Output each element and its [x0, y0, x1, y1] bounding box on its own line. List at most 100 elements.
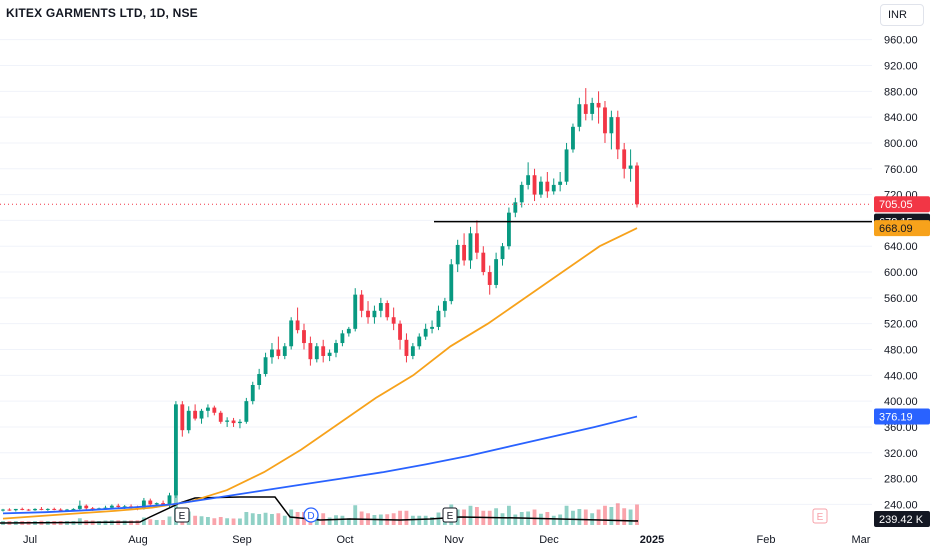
x-tick-label: Feb	[757, 534, 776, 546]
candle-body	[513, 202, 518, 213]
volume-bar	[77, 518, 82, 525]
candle-body	[410, 346, 415, 356]
y-tick-label: 640.00	[884, 241, 918, 253]
event-marker-label: E	[447, 511, 454, 522]
volume-bar	[161, 520, 166, 525]
candle-body	[212, 407, 217, 413]
candle-body	[449, 264, 454, 302]
volume-bar	[506, 505, 511, 525]
candle-body	[154, 503, 159, 505]
volume-bar	[513, 514, 518, 525]
candle-body	[45, 508, 50, 510]
candle-body	[65, 509, 69, 511]
volume-bar	[430, 517, 434, 525]
candle-body	[263, 357, 268, 375]
volume-bar	[346, 518, 351, 525]
candle-body	[71, 508, 76, 510]
y-tick-label: 240.00	[884, 499, 918, 511]
y-tick-label: 800.00	[884, 138, 918, 150]
candle-body	[250, 385, 255, 402]
price-label: 376.19	[879, 412, 913, 424]
price-label: 705.05	[879, 199, 913, 211]
y-tick-label: 920.00	[884, 61, 918, 73]
candle-body	[487, 272, 492, 285]
volume-bar	[628, 509, 633, 525]
y-tick-label: 840.00	[884, 112, 918, 124]
candle-body	[622, 149, 627, 169]
volume-bar	[238, 518, 242, 525]
candle-body	[186, 410, 191, 431]
candle-body	[583, 104, 588, 114]
candle-body	[314, 346, 319, 360]
price-label-bg	[874, 408, 930, 425]
candle-body	[590, 102, 595, 114]
price-label: 239.42 K	[879, 514, 924, 526]
candle-body	[532, 175, 537, 195]
candle-body	[7, 509, 12, 511]
volume-bar	[474, 507, 479, 525]
x-tick-label: Sep	[232, 534, 252, 546]
candle-body	[481, 252, 486, 273]
volume-bar	[551, 515, 556, 525]
candle-body	[462, 244, 467, 261]
volume-bar	[532, 509, 537, 525]
volume-bar	[577, 509, 582, 525]
candle-body	[13, 508, 18, 511]
candle-body	[558, 181, 563, 185]
candle-body	[340, 333, 345, 344]
y-tick-label: 480.00	[884, 345, 918, 357]
candle-body	[436, 310, 441, 327]
candle-body	[116, 505, 121, 507]
x-tick-label: Oct	[336, 534, 353, 546]
candle-body	[577, 104, 582, 127]
volume-bar	[494, 508, 499, 525]
candle-body	[391, 317, 396, 324]
volume-bar	[635, 504, 639, 525]
candle-body	[539, 181, 543, 195]
volume-bar	[327, 517, 332, 525]
candle-body	[39, 508, 44, 510]
chart-title: KITEX GARMENTS LTD, 1D, NSE	[6, 6, 198, 20]
candle-body	[545, 181, 550, 192]
volume-bar	[353, 505, 358, 525]
candle-body	[276, 349, 281, 356]
candle-body	[417, 336, 422, 347]
currency-button[interactable]: INR	[880, 4, 924, 26]
candle-body	[193, 410, 198, 419]
candle-body	[109, 505, 114, 508]
candle-body	[308, 343, 313, 360]
candle-body	[167, 495, 172, 506]
volume-bar	[468, 505, 473, 525]
candle-body	[468, 233, 473, 261]
x-tick-label: Nov	[444, 534, 464, 546]
volume-bar	[404, 510, 409, 525]
volume-bar	[212, 518, 217, 525]
event-marker-label: E	[817, 512, 824, 523]
volume-bar	[615, 503, 620, 525]
volume-bar	[410, 515, 415, 525]
candle-body	[173, 404, 178, 496]
earnings-marker	[812, 508, 828, 524]
volume-bar	[154, 520, 159, 525]
volume-bar	[148, 519, 153, 525]
volume-bar	[321, 513, 326, 525]
volume-bar	[539, 513, 543, 525]
volume-bar	[231, 518, 236, 525]
volume-bar	[244, 512, 249, 525]
candle-body	[20, 508, 25, 510]
candle-body	[302, 330, 306, 344]
volume-bar	[564, 505, 569, 525]
volume-bar	[500, 513, 505, 525]
candle-body	[282, 346, 287, 356]
candle-body	[551, 184, 556, 192]
candle-body	[270, 349, 274, 358]
y-tick-label: 360.00	[884, 422, 918, 434]
price-label: 668.09	[879, 223, 913, 235]
volume-bar	[199, 516, 204, 525]
candle-body	[199, 410, 204, 419]
candle-body	[238, 421, 242, 424]
candle-body	[635, 165, 639, 205]
candle-body	[231, 420, 236, 424]
volume-bar	[609, 507, 614, 525]
